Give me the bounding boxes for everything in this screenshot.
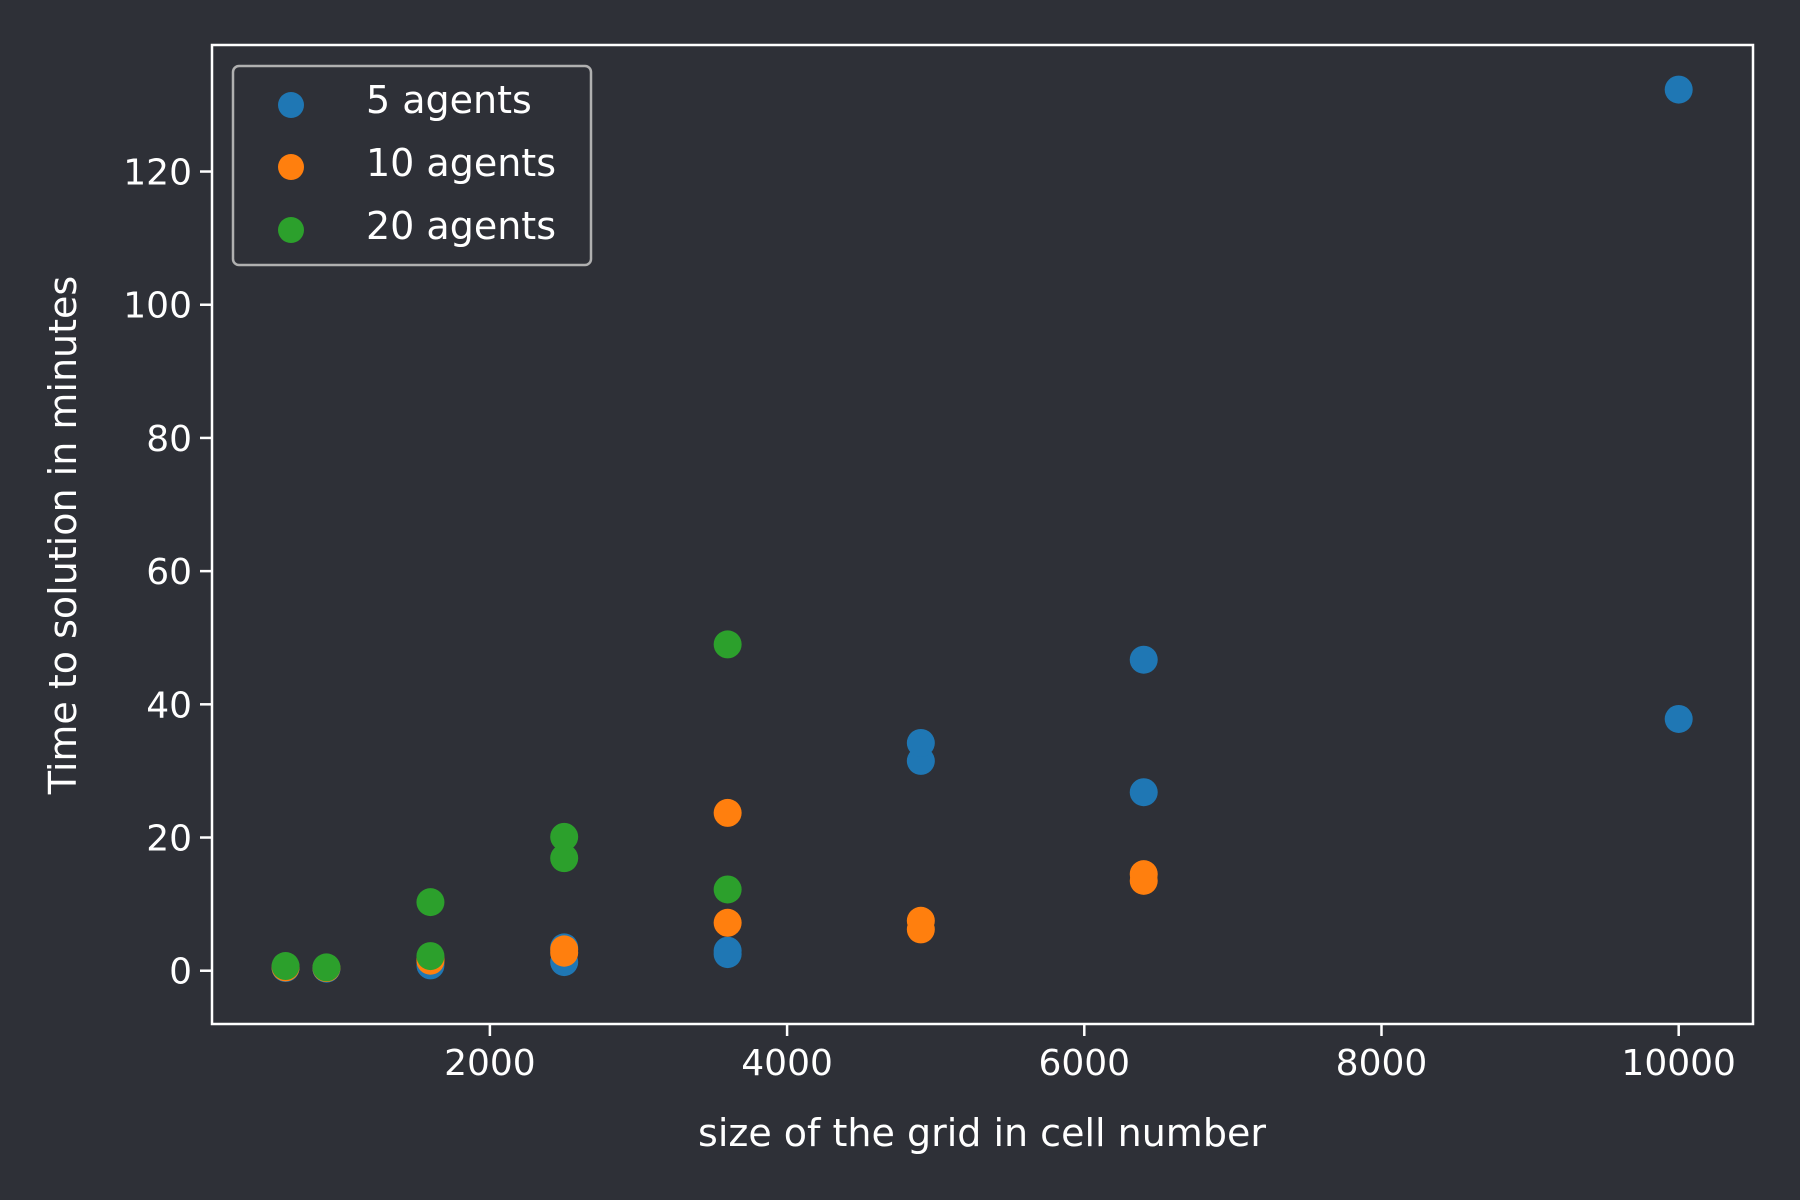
x-tick-label: 6000	[1038, 1043, 1130, 1084]
y-tick-label: 100	[123, 286, 192, 327]
data-point	[906, 906, 935, 935]
legend-label-10-agents: 10 agents	[366, 141, 556, 185]
data-point	[1664, 75, 1693, 104]
legend-label-5-agents: 5 agents	[366, 78, 532, 122]
y-axis: 0 20 40 60 80 100 120	[123, 153, 212, 993]
plot-area-border	[210, 43, 1755, 1026]
data-point	[713, 936, 742, 965]
x-tick-label: 4000	[741, 1043, 833, 1084]
data-point	[550, 844, 579, 873]
y-tick-label: 60	[146, 552, 192, 593]
y-tick-label: 120	[123, 153, 192, 194]
data-point	[550, 935, 579, 964]
data-point	[1129, 860, 1158, 889]
y-tick-label: 0	[169, 952, 192, 993]
data-point	[1129, 778, 1158, 807]
y-tick-label: 40	[146, 685, 192, 726]
data-point	[1664, 704, 1693, 733]
legend-marker-5-agents	[278, 92, 304, 118]
data-point	[713, 908, 742, 937]
data-point	[416, 888, 445, 917]
x-axis-label: size of the grid in cell number	[698, 1111, 1266, 1155]
legend-box	[231, 64, 593, 267]
legend-marker-10-agents	[278, 154, 304, 180]
x-tick-label: 10000	[1621, 1043, 1736, 1084]
data-point	[713, 875, 742, 904]
x-tick-label: 8000	[1336, 1043, 1428, 1084]
x-axis: 2000 4000 6000 8000 10000	[444, 1024, 1736, 1084]
data-point	[416, 942, 445, 971]
data-point	[1129, 645, 1158, 674]
x-tick-label: 2000	[444, 1043, 536, 1084]
data-point	[906, 728, 935, 757]
data-point	[713, 798, 742, 827]
data-point	[550, 822, 579, 851]
legend-marker-20-agents	[278, 217, 304, 243]
legend-label-20-agents: 20 agents	[366, 204, 556, 248]
y-tick-label: 80	[146, 419, 192, 460]
y-tick-label: 20	[146, 819, 192, 860]
data-points	[271, 75, 1693, 983]
data-point	[312, 953, 341, 982]
y-axis-label: Time to solution in minutes	[41, 276, 85, 795]
legend: 5 agents 10 agents 20 agents	[231, 64, 593, 267]
data-point	[713, 630, 742, 659]
data-point	[271, 952, 300, 981]
